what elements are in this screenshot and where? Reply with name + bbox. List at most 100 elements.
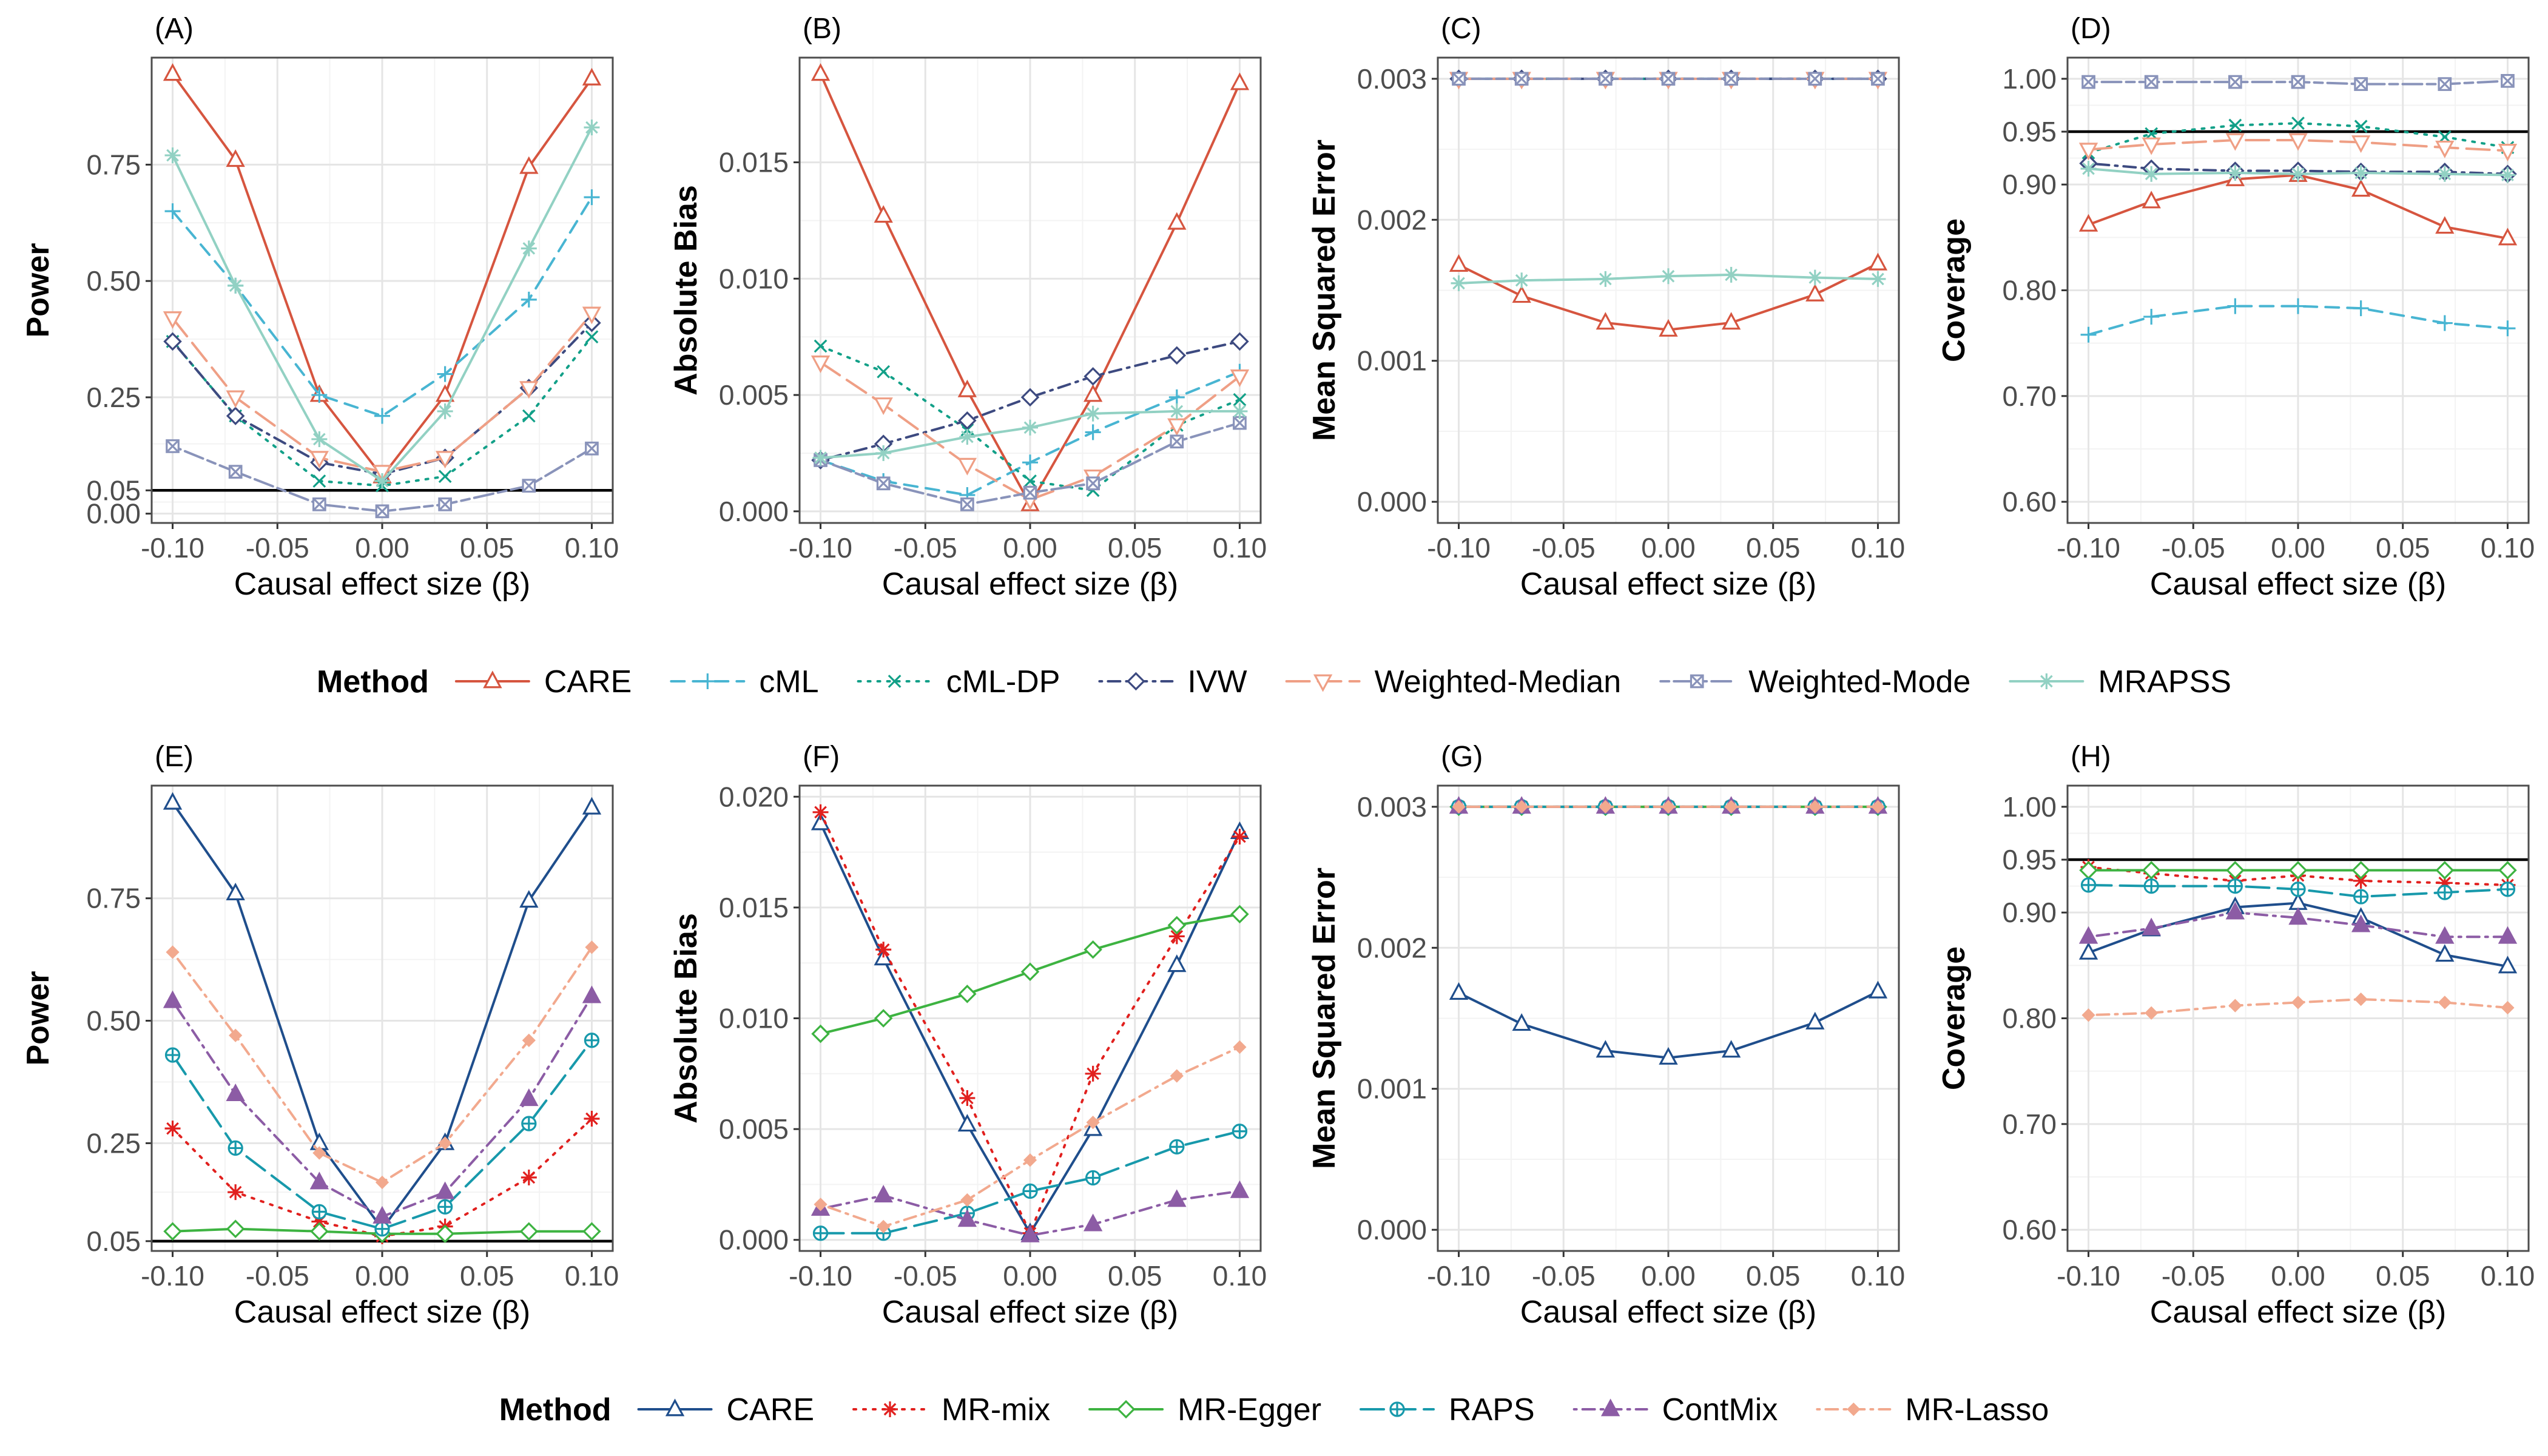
series-weighted-median (163, 306, 602, 483)
data-point-cml (584, 189, 600, 206)
y-tick-label: 0.015 (719, 147, 789, 178)
data-point-care (1230, 72, 1250, 90)
legend-title: Method (499, 1392, 612, 1427)
legend-key-weighted-median (1285, 674, 1361, 692)
data-point-weighted-mode (1452, 72, 1466, 86)
x-axis-title: Causal effect size (β) (1520, 567, 1816, 602)
x-tick-label: -0.10 (2057, 532, 2120, 564)
y-tick-label: 0.002 (1357, 204, 1427, 235)
x-tick-label: 0.05 (1746, 532, 1801, 564)
data-point-mr-egger (2226, 861, 2245, 880)
data-point-care (582, 797, 602, 815)
data-point-care (2078, 942, 2098, 960)
legend-label-mr-egger: MR-Egger (1178, 1392, 1321, 1427)
data-point-mrapss (584, 120, 600, 136)
x-tick-label: -0.10 (2057, 1260, 2120, 1292)
series-mr-egger (2079, 861, 2517, 880)
data-point-mr-lasso (1233, 1040, 1247, 1054)
y-axis-title: Mean Squared Error (1307, 140, 1342, 441)
data-point-raps (311, 1204, 328, 1220)
y-axis-title: Coverage (1936, 218, 1972, 362)
data-point-cml (164, 203, 181, 220)
legend-label-weighted-median: Weighted-Median (1375, 664, 1622, 699)
data-point-weighted-mode (876, 476, 891, 491)
data-point-care (1659, 318, 1678, 337)
data-point-contmix (2078, 926, 2098, 944)
data-point-care (1805, 283, 1825, 302)
legend-marker-cml-dp (888, 675, 902, 688)
panel-label: (G) (1441, 741, 1483, 773)
series-care (1449, 252, 1888, 337)
data-point-weighted-mode (2354, 77, 2368, 91)
x-tick-label: -0.10 (1427, 1260, 1491, 1292)
data-point-care (1167, 212, 1187, 230)
data-point-weighted-median (435, 451, 455, 469)
data-point-weighted-median (226, 390, 245, 408)
data-point-care (1512, 285, 1531, 303)
y-tick-label: 0.75 (86, 149, 141, 180)
y-tick-label: 0.90 (2002, 897, 2057, 928)
data-point-weighted-mode (2501, 73, 2515, 88)
panel-g: -0.10 -0.05 0.00 0.05 0.10 0.000 0.001 0.002 0.0… (1307, 741, 1905, 1330)
data-point-care (2435, 216, 2455, 234)
data-point-cml-dp (585, 330, 599, 344)
data-point-mr-egger (2435, 861, 2455, 880)
series-raps (2080, 877, 2516, 905)
legend-marker-weighted-median (1313, 674, 1333, 692)
x-tick-label: -0.10 (141, 532, 204, 564)
x-tick-label: -0.05 (1532, 532, 1596, 564)
series-weighted-mode (1452, 72, 1885, 86)
data-point-weighted-median (163, 311, 183, 329)
data-point-cml-dp (2228, 118, 2242, 132)
series-contmix (811, 1180, 1250, 1242)
data-point-care (519, 156, 539, 174)
y-tick-label: 0.60 (2002, 1214, 2057, 1245)
data-point-mr-egger (958, 985, 977, 1003)
data-point-cml (374, 408, 390, 424)
data-point-mr-lasso (2145, 1006, 2159, 1020)
legend-label-mr-lasso: MR-Lasso (1905, 1392, 2049, 1427)
data-point-mr-lasso (438, 1136, 452, 1150)
data-point-care (1596, 312, 1616, 330)
data-point-contmix (163, 990, 183, 1008)
data-point-care (2498, 956, 2518, 974)
x-tick-label: 0.10 (2481, 1260, 2535, 1292)
data-point-cml-dp (2291, 116, 2305, 130)
data-point-mr-lasso (877, 1219, 891, 1233)
x-tick-label: 0.10 (1851, 1260, 1906, 1292)
data-point-mrapss (1660, 268, 1676, 285)
data-point-weighted-mode (1871, 72, 1885, 86)
legend-key-weighted-mode (1659, 674, 1735, 689)
data-point-mrapss (2353, 165, 2369, 181)
data-point-care (1805, 1011, 1825, 1030)
panel-border (1437, 784, 1900, 1252)
x-tick-label: 0.10 (565, 532, 619, 564)
series-mr-lasso (2081, 993, 2515, 1022)
y-axis-title: Coverage (1936, 946, 1972, 1090)
data-point-mr-mix (164, 1121, 181, 1137)
panel-label: (H) (2071, 741, 2111, 773)
x-axis-title: Causal effect size (β) (2150, 567, 2446, 602)
data-point-mr-egger (519, 1222, 539, 1241)
data-point-mrapss (812, 450, 829, 466)
data-point-cml-dp (522, 409, 536, 423)
y-tick-label: 0.90 (2002, 169, 2057, 200)
data-point-weighted-mode (1086, 476, 1100, 491)
data-point-weighted-mode (1170, 434, 1184, 449)
legend-label-raps: RAPS (1449, 1392, 1535, 1427)
data-point-mrapss (521, 240, 537, 257)
data-point-mr-lasso (1599, 800, 1613, 814)
data-point-weighted-median (957, 457, 977, 476)
data-point-mr-mix (959, 1090, 976, 1106)
data-point-contmix (2351, 914, 2371, 932)
data-point-cml-dp (877, 365, 891, 379)
series-weighted-median (811, 356, 1250, 511)
data-point-weighted-mode (1023, 485, 1037, 500)
x-tick-label: -0.05 (246, 532, 309, 564)
data-point-mr-mix (584, 1111, 600, 1127)
series-weighted-mode (166, 439, 599, 519)
y-tick-label: 0.70 (2002, 1108, 2057, 1140)
y-tick-label: 0.95 (2002, 116, 2057, 147)
data-point-care (1868, 980, 1888, 999)
data-point-mr-lasso (312, 1146, 326, 1160)
